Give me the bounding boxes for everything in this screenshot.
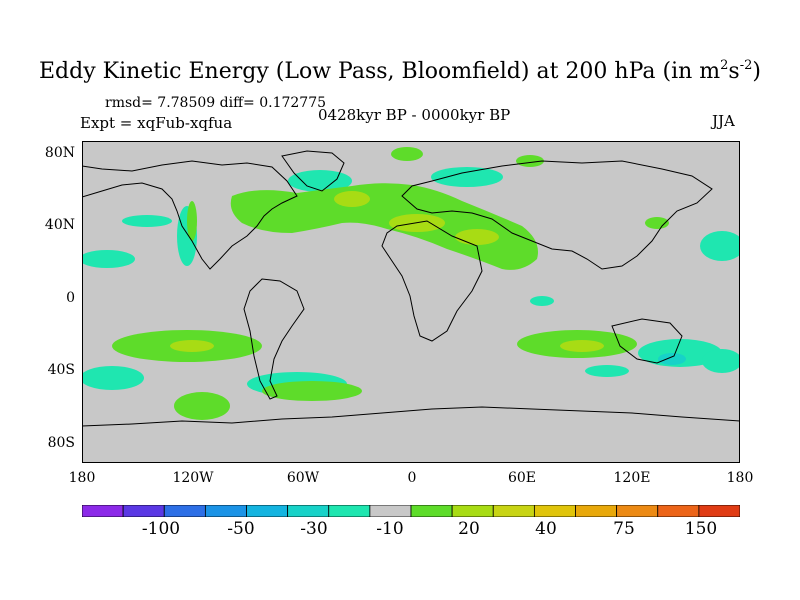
colorbar-label: 20 bbox=[458, 519, 480, 539]
lat-tick-40s: 40S bbox=[47, 362, 75, 378]
figure-title: Eddy Kinetic Energy (Low Pass, Bloomfiel… bbox=[39, 58, 761, 84]
colorbar-box bbox=[698, 505, 740, 517]
colorbar-box bbox=[410, 505, 453, 517]
contour-patch bbox=[431, 167, 503, 187]
lat-tick-80s: 80S bbox=[47, 435, 75, 451]
colorbar-label: -10 bbox=[376, 519, 404, 539]
contour-patch bbox=[262, 381, 362, 401]
eurasia-coast bbox=[401, 160, 713, 270]
lon-tick-0: 0 bbox=[407, 470, 417, 486]
contour-patch bbox=[122, 215, 172, 227]
experiment-label: Expt = xqFub-xqfua bbox=[80, 114, 233, 132]
colorbar-label: -100 bbox=[141, 519, 181, 539]
colorbar-label: 40 bbox=[535, 519, 557, 539]
colorbar-label: -30 bbox=[300, 519, 328, 539]
contour-patch bbox=[585, 365, 629, 377]
contour-patch bbox=[288, 170, 352, 192]
lon-tick-120w: 120W bbox=[172, 470, 214, 486]
lat-tick-equator: 0 bbox=[66, 290, 75, 306]
period-label: 0428kyr BP - 0000kyr BP bbox=[318, 106, 511, 124]
contour-patch bbox=[645, 217, 669, 229]
colorbar-box bbox=[533, 505, 576, 517]
contour-patch bbox=[82, 250, 135, 268]
contour-patch bbox=[455, 229, 499, 245]
contour-patch bbox=[658, 353, 686, 365]
contour-patch bbox=[700, 231, 740, 261]
africa-coast bbox=[381, 220, 483, 342]
contour-patch bbox=[82, 366, 144, 390]
coastlines bbox=[82, 150, 740, 427]
colorbar-box bbox=[657, 505, 700, 517]
north-america-coast bbox=[82, 160, 298, 270]
lon-tick-60w: 60W bbox=[286, 470, 320, 486]
colorbar-box bbox=[328, 505, 371, 517]
colorbar-box bbox=[451, 505, 494, 517]
colorbar-box bbox=[163, 505, 206, 517]
antarctica-coast bbox=[82, 406, 740, 427]
colorbar-box bbox=[369, 505, 412, 517]
contour-patch bbox=[560, 340, 604, 352]
south-america-coast bbox=[243, 278, 305, 400]
colorbar bbox=[82, 505, 740, 517]
contour-patch bbox=[174, 392, 230, 420]
colorbar-box bbox=[575, 505, 618, 517]
lon-tick-60e: 60E bbox=[507, 470, 537, 486]
lat-tick-40n: 40N bbox=[44, 217, 75, 233]
colorbar-box bbox=[204, 505, 247, 517]
greenland-coast bbox=[281, 150, 345, 192]
lon-tick-180e: 180 bbox=[726, 470, 754, 486]
contour-patch bbox=[530, 296, 554, 306]
contour-patch bbox=[391, 147, 423, 161]
contour-patch bbox=[516, 155, 544, 167]
lon-tick-120e: 120E bbox=[613, 470, 651, 486]
contour-patch bbox=[334, 191, 370, 207]
colorbar-label: 150 bbox=[684, 519, 718, 539]
map-plot bbox=[82, 141, 740, 463]
contour-patch bbox=[702, 349, 740, 373]
contour-patch-north-atlantic-eurasia bbox=[230, 183, 538, 270]
rmsd-diff-stats: rmsd= 7.78509 diff= 0.172775 bbox=[105, 95, 327, 111]
colorbar-box bbox=[122, 505, 165, 517]
lat-tick-80n: 80N bbox=[44, 145, 75, 161]
contour-patch bbox=[170, 340, 214, 352]
map-frame bbox=[82, 141, 740, 463]
lon-tick-180w: 180 bbox=[68, 470, 96, 486]
colorbar-label: -50 bbox=[227, 519, 255, 539]
season-label: JJA bbox=[712, 112, 735, 130]
colorbar-box bbox=[287, 505, 330, 517]
colorbar-box bbox=[616, 505, 659, 517]
contour-patch bbox=[187, 201, 197, 241]
colorbar-box bbox=[82, 505, 124, 517]
colorbar-box bbox=[492, 505, 535, 517]
colorbar-label: 75 bbox=[613, 519, 635, 539]
australia-coast bbox=[611, 318, 683, 364]
colorbar-box bbox=[246, 505, 289, 517]
contour-fills bbox=[82, 147, 740, 420]
